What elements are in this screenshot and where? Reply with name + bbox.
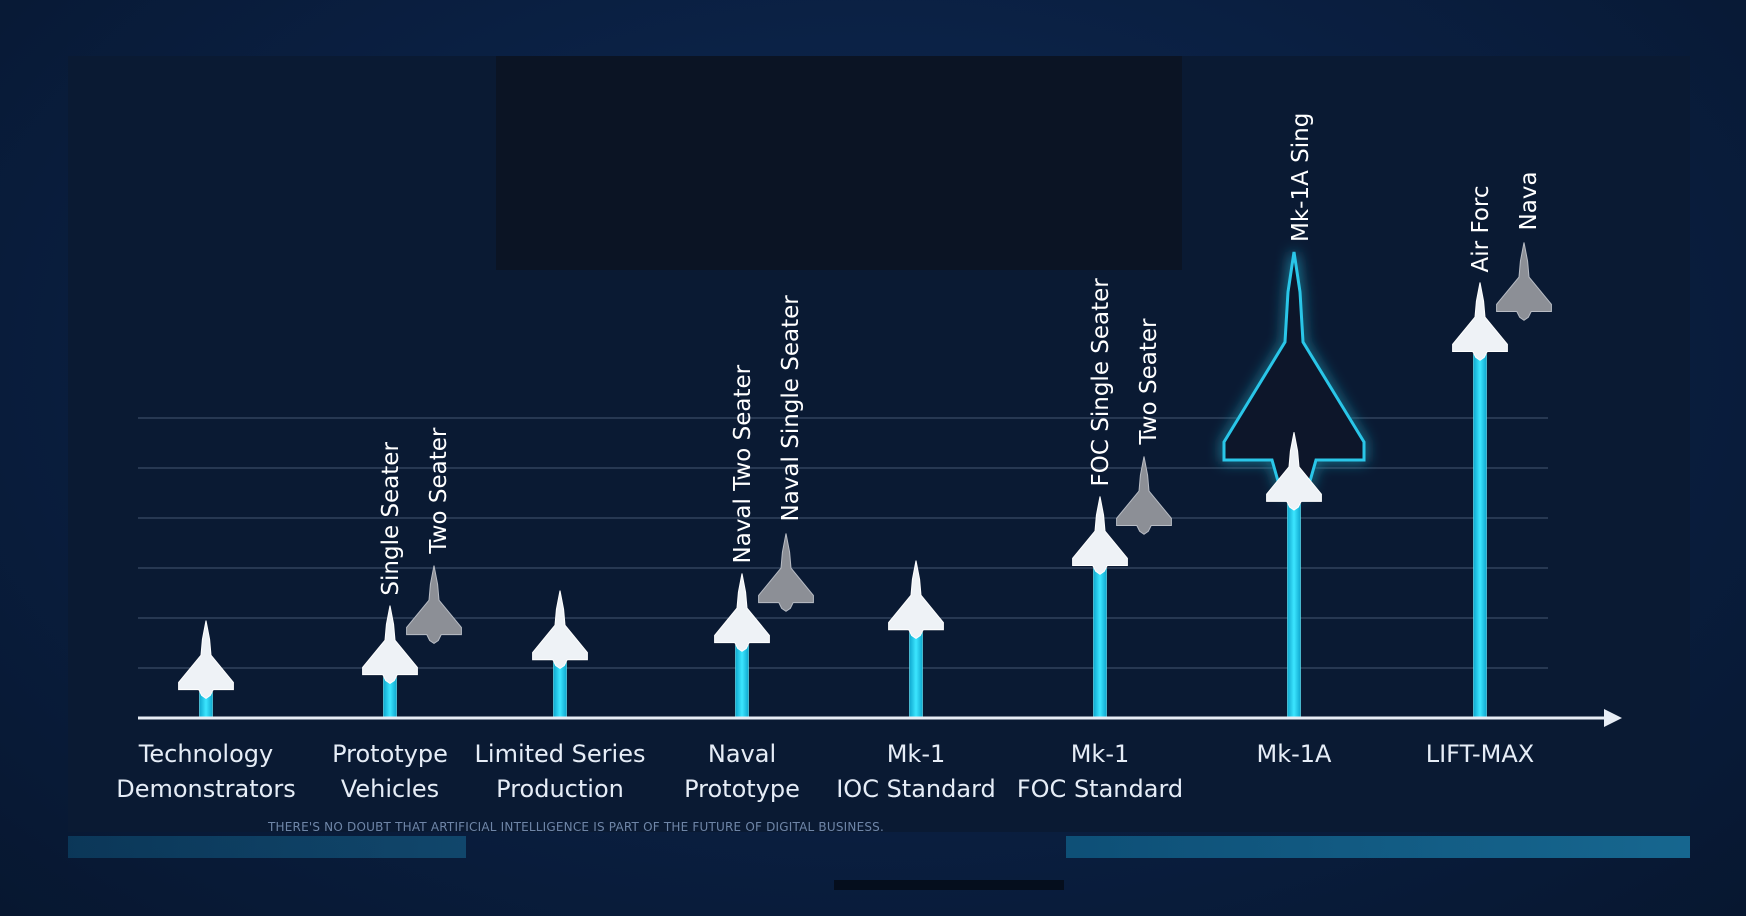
aircraft-markers bbox=[178, 242, 1552, 699]
category-label-line1-1: Prototype bbox=[332, 740, 448, 768]
category-label-line1-2: Limited Series bbox=[475, 740, 646, 768]
bar-3 bbox=[735, 644, 749, 719]
category-label-line1-4: Mk-1 bbox=[887, 740, 946, 768]
aircraft-white-2 bbox=[532, 590, 588, 670]
category-label-line2-1: Vehicles bbox=[341, 775, 439, 803]
x-axis bbox=[138, 709, 1622, 727]
category-label-line1-0: Technology bbox=[138, 740, 273, 768]
category-label-line1-5: Mk-1 bbox=[1071, 740, 1130, 768]
dark-inset-block bbox=[496, 56, 1182, 270]
category-label-line1-6: Mk-1A bbox=[1257, 740, 1333, 768]
x-axis-arrow bbox=[1604, 709, 1622, 727]
aircraft-white-3 bbox=[714, 573, 770, 652]
aircraft-grey-5 bbox=[1116, 456, 1172, 535]
bar-7 bbox=[1473, 353, 1487, 719]
bar-6 bbox=[1287, 503, 1301, 719]
variant-label-7-0: Air Forc bbox=[1468, 185, 1494, 272]
category-label-line1-3: Naval bbox=[708, 740, 776, 768]
aircraft-white-5 bbox=[1072, 496, 1128, 575]
aircraft-white-0 bbox=[178, 620, 234, 699]
aircraft-white-7 bbox=[1452, 282, 1508, 361]
aircraft-grey-7 bbox=[1496, 242, 1552, 321]
bottom-left-stripe bbox=[68, 836, 466, 858]
footer-caption: THERE'S NO DOUBT THAT ARTIFICIAL INTELLI… bbox=[268, 820, 884, 834]
bottom-right-stripe bbox=[1066, 836, 1690, 858]
variant-label-6-0: Mk-1A Sing bbox=[1288, 113, 1314, 242]
bottom-slot bbox=[834, 880, 1064, 890]
bar-5 bbox=[1093, 567, 1107, 719]
category-label-line2-2: Production bbox=[496, 775, 624, 803]
bar-4 bbox=[909, 632, 923, 719]
bar-2 bbox=[553, 662, 567, 719]
variant-label-3-1: Naval Single Seater bbox=[778, 295, 804, 522]
category-label-line2-0: Demonstrators bbox=[116, 775, 295, 803]
category-label-line1-7: LIFT-MAX bbox=[1426, 740, 1535, 768]
variant-label-7-1: Nava bbox=[1516, 171, 1542, 230]
aircraft-white-4 bbox=[888, 560, 944, 640]
category-label-line2-5: FOC Standard bbox=[1017, 775, 1183, 803]
aircraft-white-1 bbox=[362, 605, 418, 684]
variant-label-5-1: Two Seater bbox=[1136, 318, 1162, 445]
bars bbox=[199, 353, 1487, 719]
variant-label-3-0: Naval Two Seater bbox=[730, 364, 756, 563]
aircraft-grey-1 bbox=[406, 565, 462, 644]
variant-labels: Single Seater Two Seater Naval Two Seater N… bbox=[378, 113, 1542, 596]
variant-label-1-1: Two Seater bbox=[426, 427, 452, 554]
aircraft-grey-3 bbox=[758, 533, 814, 612]
aircraft-white-6 bbox=[1266, 432, 1322, 511]
variant-label-5-0: FOC Single Seater bbox=[1088, 278, 1114, 487]
category-label-line2-3: Prototype bbox=[684, 775, 800, 803]
category-label-line2-4: IOC Standard bbox=[836, 775, 996, 803]
variant-label-1-0: Single Seater bbox=[378, 442, 404, 596]
category-labels: Technology Demonstrators Prototype Vehicles… bbox=[116, 740, 1534, 803]
